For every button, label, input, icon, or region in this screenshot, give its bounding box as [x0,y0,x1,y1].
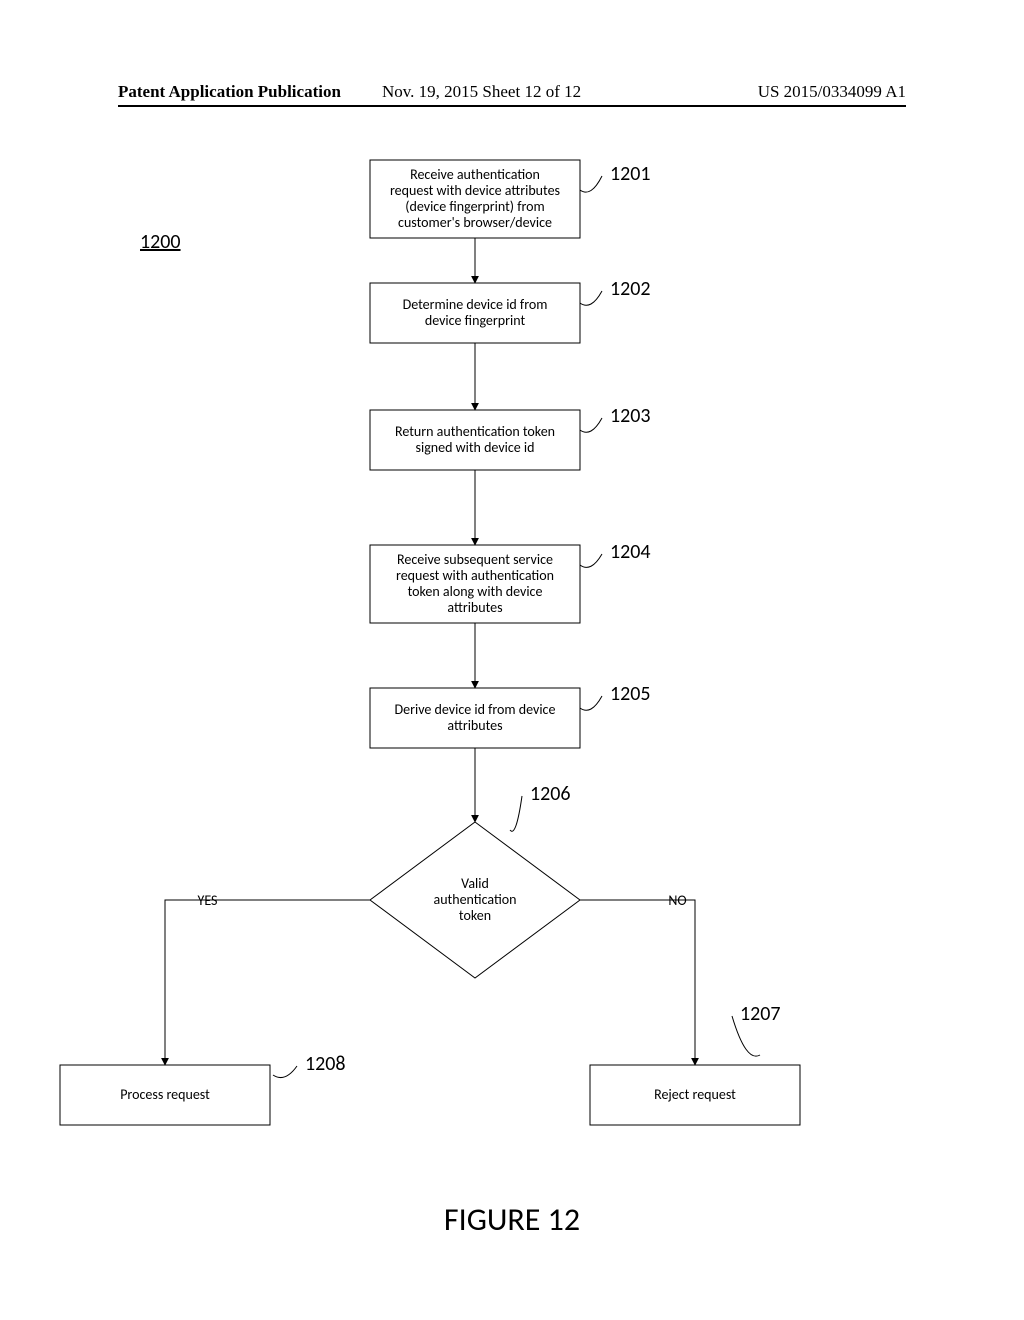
leader-line [580,418,602,432]
leader-line [580,291,602,305]
figure-title: FIGURE 12 [0,1200,1024,1239]
flow-node-text: token [459,907,491,924]
flow-node-text: token along with device [408,583,543,600]
flowchart-svg: Receive authenticationrequest with devic… [0,0,1024,1320]
flow-node-text: Receive subsequent service [397,551,553,568]
flow-ref-1205: 1205 [610,682,651,706]
leader-line [580,176,602,192]
flow-node-text: attributes [447,599,502,616]
flow-edge-label-no: NO [668,892,686,909]
flow-node-text: authentication [433,891,516,908]
leader-line [510,796,522,831]
flow-node-text: device fingerprint [425,312,526,329]
flow-edge-no [580,900,695,1065]
flow-node-text: Determine device id from [403,296,548,313]
flow-ref-1202: 1202 [610,277,651,301]
leader-line [580,554,602,567]
flow-ref-1203: 1203 [610,404,651,428]
flow-ref-1208: 1208 [305,1052,346,1076]
leader-line [580,696,602,710]
flow-node-text: signed with device id [416,439,535,456]
flow-node-text: Process request [120,1086,210,1103]
flow-node-text: request with authentication [396,567,554,584]
flow-node-text: attributes [447,717,502,734]
flow-node-text: Return authentication token [395,423,555,440]
flow-node-text: Derive device id from device [395,701,556,718]
flow-node-text: request with device attributes [390,182,560,199]
page: Patent Application Publication Nov. 19, … [0,0,1024,1320]
flow-ref-1201: 1201 [610,162,651,186]
flow-ref-1204: 1204 [610,540,651,564]
leader-line [273,1066,297,1078]
flow-ref-1206: 1206 [530,782,571,806]
flow-node-text: Reject request [654,1086,736,1103]
flow-node-text: Receive authentication [410,166,540,183]
flow-node-text: Valid [461,875,489,892]
flow-node-text: customer's browser/device [398,214,552,231]
flow-edge-label-yes: YES [198,892,218,909]
flow-ref-1207: 1207 [740,1002,781,1026]
flow-edge-yes [165,900,370,1065]
flow-node-text: (device fingerprint) from [405,198,544,215]
